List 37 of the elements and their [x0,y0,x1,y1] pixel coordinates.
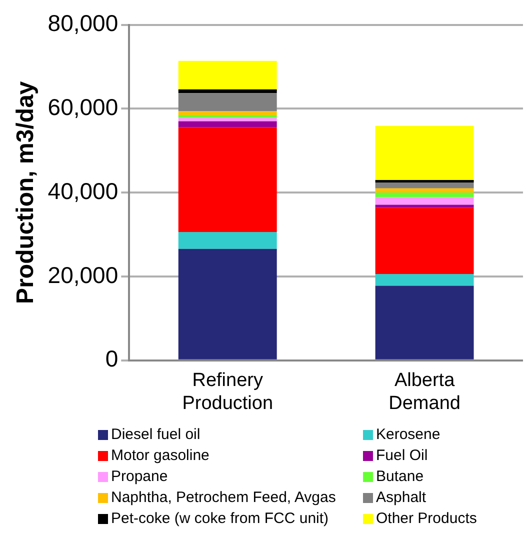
bar [375,192,474,198]
legend-label: Pet-coke (w coke from FCC unit) [111,510,329,527]
x-tick-label: Alberta Demand [388,370,460,414]
bar [178,111,277,115]
bar [178,232,277,249]
legend-label: Propane [111,468,168,485]
y-tick-label: 60,000 [48,94,118,120]
bar [178,89,277,94]
legend-label: Butane [376,468,424,485]
bar [178,121,277,128]
x-tick-label: Refinery Production [182,370,274,414]
y-tick-label: 20,000 [48,262,118,288]
bar [178,248,277,360]
bar [178,118,277,122]
bar [375,182,474,188]
legend-label: Motor gasoline [111,447,210,464]
bar [375,274,474,286]
bar [178,114,277,118]
y-tick-label: 80,000 [48,10,118,36]
y-tick-label: 0 [105,346,118,372]
bar [178,127,277,232]
legend-label: Kerosene [376,426,440,443]
bar [375,126,474,180]
legend-label: Fuel Oil [376,447,428,464]
legend-label: Asphalt [376,489,426,506]
legend-label: Other Products [376,510,477,527]
bar [375,208,474,274]
bar [178,60,277,90]
legend-label: Diesel fuel oil [111,426,200,443]
bar [375,286,474,360]
bar [375,188,474,193]
legend-label: Naphtha, Petrochem Feed, Avgas [111,489,336,506]
y-axis-title: Production, m3/day [12,80,40,304]
bar [178,93,277,112]
bar [375,197,474,205]
y-tick-label: 40,000 [48,178,118,204]
bar [375,180,474,183]
